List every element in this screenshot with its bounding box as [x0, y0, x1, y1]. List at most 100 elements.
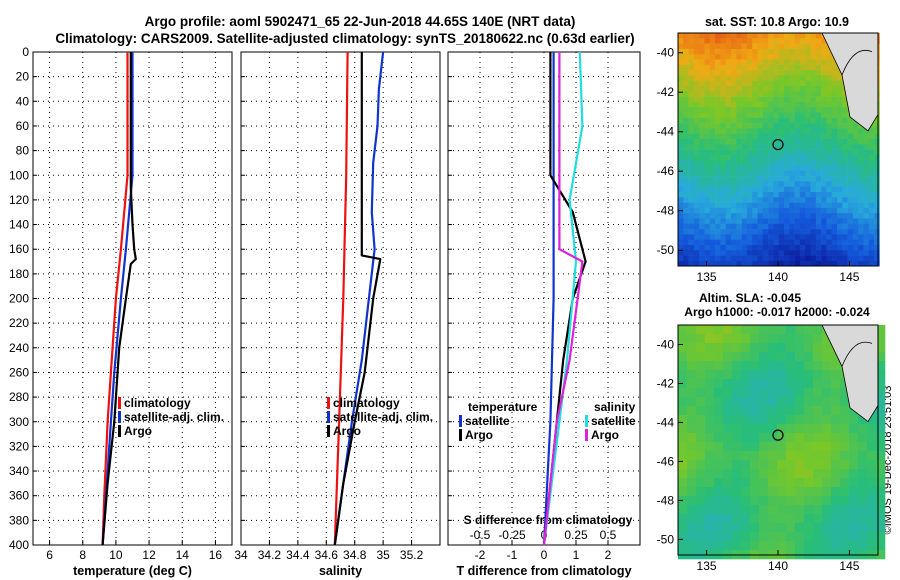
- difference-series-temperature-argo: [542, 52, 587, 546]
- difference-xtick-label: -1: [507, 548, 518, 562]
- temperature-xtick-label: 12: [142, 548, 156, 562]
- salinity-xlabel: salinity: [319, 564, 362, 578]
- salinity-xtick-label: 34.8: [343, 548, 367, 562]
- temperature-series-climatology: [101, 52, 129, 546]
- salinity-series-argo: [333, 52, 382, 546]
- difference-series-temperature-satellite: [542, 52, 555, 546]
- depth-tick-label: 140: [9, 218, 29, 232]
- salinity-xtick-label: 34: [234, 548, 248, 562]
- sat-sst-map-ytick-label: -40: [657, 46, 675, 60]
- map-panels: 135 140 145 -40 -42 -44 -46 -48 -50 135 140 145 -40 -…: [657, 32, 886, 573]
- legend-salinity-title: salinity: [594, 400, 636, 414]
- legend-salinity-label: satellite: [591, 414, 636, 428]
- figure-title-line2: Climatology: CARS2009. Satellite-adjuste…: [55, 31, 634, 46]
- legend-temperature-swatch: [459, 415, 462, 427]
- difference-xtick-label: 1: [573, 548, 580, 562]
- depth-tick-label: 240: [9, 341, 29, 355]
- depth-tick-label: 120: [9, 193, 29, 207]
- depth-tick-label: 100: [9, 168, 29, 182]
- sat-sst-map-ytick-label: -42: [657, 85, 675, 99]
- altimetry-map-xtick-label: 140: [768, 559, 788, 573]
- altim-title-line2: Argo h1000: -0.017 h2000: -0.024: [684, 305, 870, 319]
- salinity-legend-swatch: [327, 397, 330, 409]
- depth-tick-label: 0: [22, 45, 29, 59]
- difference-top-tick-label: 0.25: [564, 528, 588, 542]
- legend-salinity-swatch: [585, 429, 588, 441]
- temperature-xtick-label: 16: [209, 548, 223, 562]
- sat-sst-map-xtick-label: 140: [768, 270, 788, 284]
- depth-tick-label: 340: [9, 464, 29, 478]
- sat-sst-map-ytick-label: -44: [657, 125, 675, 139]
- sat-sst-map-argo-marker: [772, 138, 784, 151]
- temperature-series-argo: [101, 52, 137, 546]
- sst-map-title: sat. SST: 10.8 Argo: 10.9: [705, 15, 849, 29]
- temperature-legend-label: satellite-adj. clim.: [124, 410, 224, 424]
- depth-tick-label: 20: [16, 70, 30, 84]
- altim-title-line1: Altim. SLA: -0.045: [699, 291, 801, 305]
- depth-tick-label: 260: [9, 365, 29, 379]
- temperature-legend-label: Argo: [124, 424, 152, 438]
- depth-tick-label: 360: [9, 489, 29, 503]
- difference-xtick-label: -2: [475, 548, 486, 562]
- altimetry-map-argo-marker: [772, 429, 784, 441]
- panel-temperature: 6 8 10 12 14 16020406080100120140160180200220…: [9, 45, 233, 578]
- difference-top-tick-label: 0.5: [600, 528, 617, 542]
- legend-temperature-swatch: [459, 429, 462, 441]
- sat-sst-map-xtick-label: 145: [839, 270, 859, 284]
- salinity-frame: [240, 51, 441, 546]
- difference-series-salinity-satellite: [542, 51, 584, 546]
- sat-sst-map-xtick-label: 135: [697, 270, 717, 284]
- sat-sst-map-ytick-label: -48: [657, 204, 675, 218]
- temperature-xlabel: temperature (deg C): [73, 564, 192, 578]
- temperature-legend-swatch: [118, 411, 121, 423]
- altimetry-map-ytick-label: -40: [657, 337, 675, 351]
- panel-salinity: 34 34.2 34.4 34.6 34.8 35 35.2 salinity climatol…: [234, 51, 441, 578]
- depth-tick-label: 40: [16, 94, 30, 108]
- depth-tick-label: 80: [16, 144, 30, 158]
- sat-sst-map-ytick-label: -46: [657, 164, 675, 178]
- salinity-series-climatology: [333, 51, 349, 546]
- depth-tick-label: 280: [9, 390, 29, 404]
- altimetry-map-ytick-label: -46: [657, 454, 675, 468]
- temperature-legend-swatch: [118, 397, 121, 409]
- depth-tick-label: 200: [9, 292, 29, 306]
- salinity-legend-swatch: [327, 425, 330, 437]
- sat-sst-map: 135 140 145 -40 -42 -44 -46 -48 -50: [657, 32, 880, 284]
- salinity-legend-label: Argo: [333, 424, 361, 438]
- altimetry-map-coastline: [841, 341, 873, 367]
- depth-tick-label: 160: [9, 242, 29, 256]
- depth-tick-label: 380: [9, 513, 29, 527]
- salinity-xtick-label: 34.2: [258, 548, 282, 562]
- temperature-legend-label: climatology: [124, 396, 191, 410]
- altimetry-map: 135 140 145 -40 -42 -44 -46 -48 -50: [657, 324, 886, 573]
- salinity-series-satellite-adj-clim-: [333, 51, 385, 546]
- altimetry-map-ytick-label: -42: [657, 376, 675, 390]
- altimetry-map-ytick-label: -50: [657, 532, 675, 546]
- temperature-xtick-label: 6: [46, 548, 53, 562]
- altimetry-map-xtick-label: 145: [839, 559, 859, 573]
- depth-tick-label: 60: [16, 119, 30, 133]
- salinity-legend-swatch: [327, 411, 330, 423]
- temperature-legend-swatch: [118, 425, 121, 437]
- salinity-legend-label: satellite-adj. clim.: [333, 410, 433, 424]
- altimetry-map-ytick-label: -44: [657, 415, 675, 429]
- difference-xlabel: T difference from climatology: [456, 564, 631, 578]
- depth-tick-label: 300: [9, 415, 29, 429]
- sat-sst-map-coastline: [841, 50, 873, 76]
- temperature-xtick-label: 10: [109, 548, 123, 562]
- figure-title-line1: Argo profile: aoml 5902471_65 22-Jun-201…: [145, 14, 576, 29]
- temperature-xtick-label: 8: [79, 548, 86, 562]
- difference-series-salinity-argo: [542, 52, 584, 546]
- salinity-legend-label: climatology: [333, 396, 400, 410]
- depth-tick-label: 220: [9, 316, 29, 330]
- salinity-xtick-label: 34.4: [286, 548, 310, 562]
- depth-tick-label: 180: [9, 267, 29, 281]
- difference-top-tick-label: -0.25: [498, 528, 526, 542]
- difference-top-tick-label: -0.5: [470, 528, 491, 542]
- salinity-xtick-label: 34.6: [315, 548, 339, 562]
- depth-tick-label: 400: [9, 538, 29, 552]
- legend-temperature-label: Argo: [465, 428, 493, 442]
- salinity-xtick-label: 35.2: [400, 548, 424, 562]
